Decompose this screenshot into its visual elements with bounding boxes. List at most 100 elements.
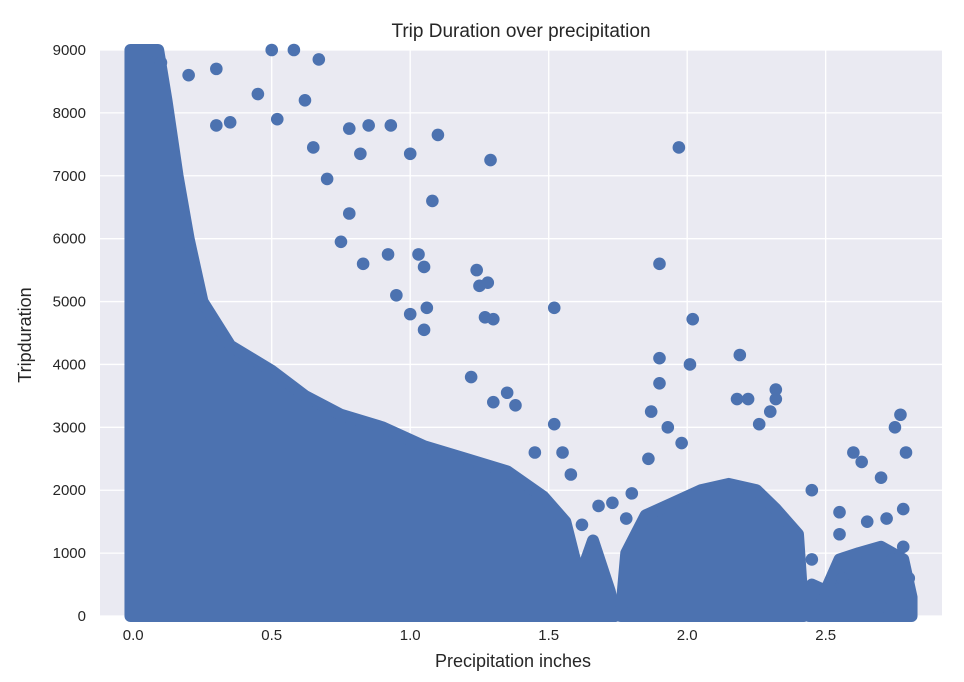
scatter-point [342,207,356,220]
scatter-point [223,116,237,129]
scatter-point [902,571,916,585]
scatter-point [342,122,356,135]
scatter-point [675,436,688,450]
scatter-point [769,383,783,396]
scatter-point [683,358,697,371]
scatter-point [556,446,569,459]
scatter-point [575,518,589,532]
x-axis-label: Precipitation inches [435,651,591,671]
scatter-point [769,392,783,406]
y-tick-label: 3000 [53,419,86,436]
scatter-point [896,540,910,554]
scatter-point [182,68,195,82]
scatter-point [509,399,522,412]
scatter-point [661,421,675,434]
scatter-point [487,312,500,326]
scatter-point [298,94,312,107]
scatter-point [730,392,744,406]
scatter-point [426,194,439,208]
scatter-point [619,512,633,525]
scatter-point [547,301,561,315]
scatter-point [464,370,478,384]
x-tick-labels: 0.0 0.5 1.0 1.5 2.0 2.5 [123,627,836,644]
scatter-point [885,553,899,566]
scatter-point [154,56,168,69]
scatter-point [824,584,838,598]
scatter-point [320,172,334,186]
dense-region-1 [124,44,588,622]
scatter-point [547,417,561,431]
scatter-point [412,248,425,261]
scatter-point [833,505,846,519]
scatter-point [763,405,777,418]
scatter-point [270,112,284,126]
dense-region-2 [570,534,622,622]
scatter-point [140,46,154,60]
scatter-point [210,119,223,132]
scatter-point [894,408,907,422]
x-tick-label: 2.5 [815,627,836,644]
scatter-point [417,260,431,274]
scatter-point [902,597,916,610]
y-tick-label: 6000 [53,231,86,248]
scatter-points [140,43,916,613]
scatter-point [672,141,686,154]
scatter-point [312,53,326,66]
scatter-point [356,257,370,271]
scatter-point [403,147,417,161]
scatter-point [390,288,403,302]
scatter-point [564,468,578,481]
y-tick-label: 5000 [53,294,86,311]
scatter-point [644,405,658,418]
y-tick-label: 4000 [53,356,86,373]
scatter-point [880,512,893,525]
scatter-point [251,87,265,101]
scatter-point [384,119,398,132]
scatter-point [896,502,910,516]
scatter-point [484,153,497,167]
scatter-point [306,141,320,154]
scatter-point [874,600,888,613]
scatter-point [686,312,700,326]
x-tick-label: 1.0 [400,627,421,644]
scatter-point [528,446,542,459]
scatter-point [500,386,514,400]
scatter-point [888,421,902,434]
y-tick-labels: 0 1000 2000 3000 4000 5000 6000 7000 8000 9000 [53,42,86,625]
y-axis-label: Tripduration [15,287,35,382]
x-tick-label: 0.5 [261,627,282,644]
scatter-point [805,483,819,497]
scatter-point [653,257,666,271]
x-tick-label: 0.0 [123,627,144,644]
scatter-point [381,248,395,261]
scatter-point [833,527,846,541]
y-tick-label: 9000 [53,42,86,59]
dense-region-3 [614,477,810,622]
scatter-point [420,301,434,315]
scatter-point [287,43,301,57]
scatter-point [431,128,445,142]
scatter-point [733,348,747,362]
scatter-point [592,499,605,513]
scatter-point [874,471,888,484]
scatter-point [805,553,819,566]
scatter-point [210,62,223,76]
scatter-point [334,235,348,249]
x-tick-label: 2.0 [677,627,698,644]
x-tick-label: 1.5 [538,627,559,644]
y-tick-label: 0 [78,608,86,625]
scatter-point [741,392,755,406]
scatter-point [835,571,849,585]
scatter-point [860,515,874,528]
scatter-point [470,263,483,277]
scatter-point [642,452,655,466]
scatter-point [362,119,375,132]
y-tick-label: 7000 [53,168,86,185]
scatter-point [653,351,666,365]
scatter-point [855,455,868,469]
scatter-point [899,446,913,459]
scatter-point [847,446,860,459]
y-tick-label: 2000 [53,482,86,499]
scatter-point [354,147,367,161]
